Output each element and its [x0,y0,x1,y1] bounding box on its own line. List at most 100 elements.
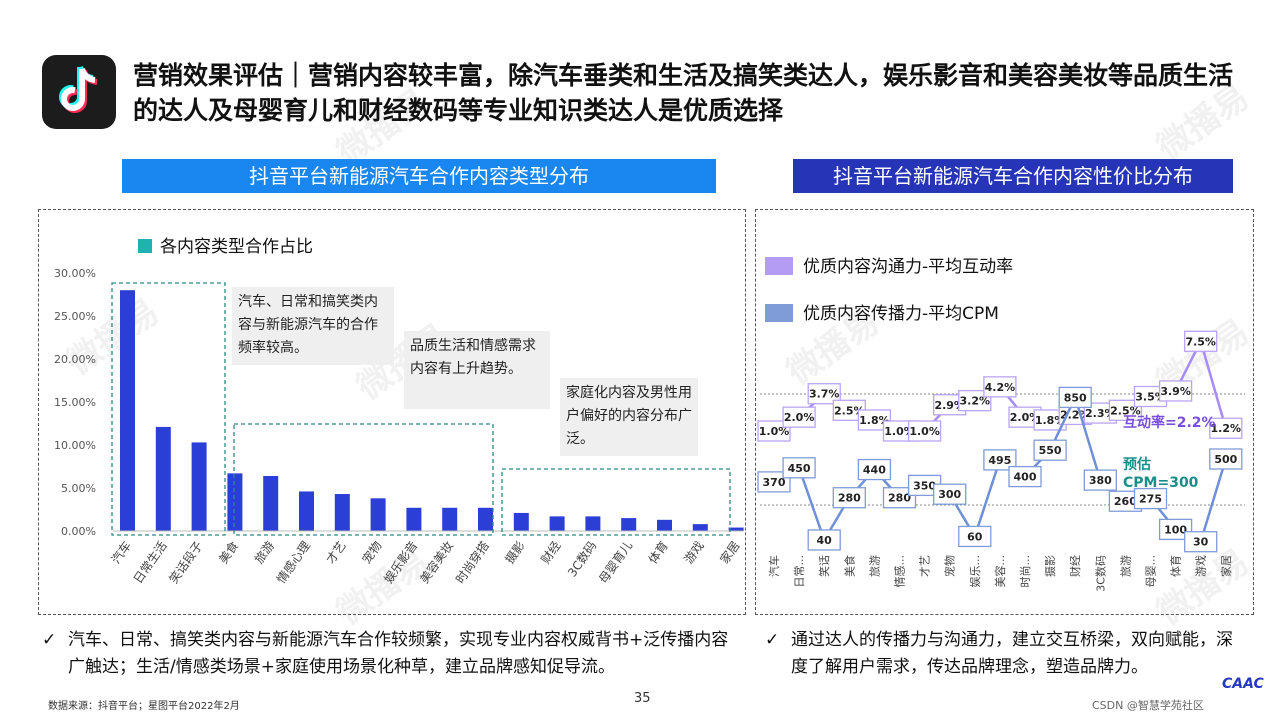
x-tick-label: 娱乐... [968,555,982,588]
right-banner: 抖音平台新能源汽车合作内容性价比分布 [793,159,1233,193]
rate-data-label: 4.2% [985,381,1016,394]
caac-logo: CAAC [1222,676,1264,692]
x-tick-label: 娱乐影音 [381,538,421,586]
rate-point [782,406,816,428]
x-tick-label: 体育 [645,538,671,566]
cpm-point [1184,531,1218,553]
data-source: 数据来源：抖音平台；星图平台2022年2月 [48,701,240,712]
y-tick-label: 5.00% [61,482,96,495]
x-tick-label: 3C数码 [1094,555,1107,592]
annotation-callout: 汽车、日常和搞笑类内容与新能源汽车的合作频率较高。 [232,287,394,365]
x-tick-label: 摄影 [1043,555,1057,577]
rate-data-label: 2.0% [1010,411,1041,424]
check-icon: ✓ [765,630,780,650]
footer-credit: CSDN @智慧学苑社区 [1092,699,1204,712]
rate-point [1158,380,1193,402]
annotation-box [233,423,494,536]
x-tick-label: 才艺 [918,555,932,577]
x-tick-label: 情感... [894,555,907,588]
line-chart: 优质内容沟通力-平均互动率 优质内容传播力-平均CPM 1.0%2.0%3.7%… [757,257,1245,592]
rate-data-label: 1.0% [884,425,915,438]
rate-data-label: 2.5% [1110,404,1141,417]
x-tick-label: 时尚... [1018,555,1032,588]
cpm-data-label: 280 [888,492,911,505]
page-title: 营销效果评估｜营销内容较丰富，除汽车垂类和生活及搞笑类达人，娱乐影音和美容美妆等… [133,61,1234,125]
bar [299,491,314,531]
x-tick-label: 体育 [1169,555,1183,577]
cpm-data-label: 440 [863,464,886,477]
left-note: ✓ 汽车、日常、搞笑类内容与新能源汽车合作较频繁，实现专业内容权威背书+泛传播内… [42,627,742,681]
rate-point [1184,330,1218,352]
cpm-data-label: 260 [1114,495,1137,508]
rate-data-label: 1.0% [909,425,940,438]
legend-swatch [138,239,152,253]
bar [621,518,637,531]
x-tick-label: 家居 [1219,555,1233,577]
rate-data-label: 3.7% [809,388,840,401]
y-tick-label: 15.00% [54,396,96,409]
rate-data-label: 2.5% [834,404,865,417]
bar [370,498,386,531]
bar [692,524,708,531]
x-tick-label: 家居 [716,538,742,566]
rate-point [1108,399,1143,421]
cpm-point [933,483,967,505]
rate-data-label: 2.9% [934,399,965,412]
rate-data-label: 1.8% [859,414,890,427]
x-tick-label: 美食 [842,555,856,577]
x-tick-label: 旅游 [252,539,277,567]
x-tick-label: 母婴... [1145,555,1158,588]
cpm-reference-label: 预估 [1123,456,1151,473]
x-tick-label: 汽车 [108,538,134,566]
bar [334,494,350,531]
legend-label: 各内容类型合作占比 [160,237,313,257]
x-tick-label: 才艺 [324,539,349,567]
x-tick-label: 美容美妆 [416,538,456,586]
rate-data-label: 7.5% [1185,335,1216,348]
cpm-data-label: 60 [967,530,983,543]
cpm-reference-value: CPM=300 [1123,475,1199,491]
cpm-data-label: 370 [763,476,786,489]
bar [585,516,601,531]
x-tick-label: 摄影 [502,538,528,566]
y-tick-label: 20.00% [54,353,96,366]
rate-data-label: 1.0% [759,425,790,438]
bar [227,473,243,531]
rate-point [907,420,942,442]
x-tick-label: 日常... [793,555,806,588]
annotation-box [111,282,226,536]
cpm-point [807,529,841,551]
cpm-point [857,458,892,481]
cpm-point [882,487,917,509]
cpm-data-label: 380 [1089,474,1112,487]
rate-point [1209,417,1243,439]
bar [513,512,529,531]
cpm-data-label: 275 [1139,493,1162,506]
x-tick-label: 日常生活 [131,539,170,586]
annotation-callout: 品质生活和情感需求内容有上升趋势。 [404,331,550,409]
left-banner: 抖音平台新能源汽车合作内容类型分布 [122,159,716,193]
bar [263,475,279,531]
cpm-point [757,471,791,493]
bar [478,507,493,531]
bar [442,507,458,531]
legend-label-rate: 优质内容沟通力-平均互动率 [803,257,1013,277]
left-note-text: 汽车、日常、搞笑类内容与新能源汽车合作较频繁，实现专业内容权威背书+泛传播内容广… [68,630,729,677]
legend-swatch-cpm [765,304,793,322]
cpm-data-label: 280 [838,492,861,505]
cpm-data-label: 500 [1214,453,1237,466]
x-tick-label: 游戏 [1195,555,1208,577]
rate-point [757,420,791,442]
cpm-point [983,449,1017,471]
cpm-data-label: 100 [1164,523,1187,536]
rate-data-label: 3.5% [1135,391,1166,404]
bar [406,507,422,531]
rate-data-label: 3.9% [1160,385,1191,398]
right-note-text: 通过达人的传播力与沟通力，建立交互桥梁，双向赋能，深度了解用户需求，传达品牌理念… [791,630,1233,677]
cpm-point [1209,448,1243,470]
bar [657,519,672,531]
rate-point [807,383,841,405]
cpm-point [782,457,816,479]
cpm-data-label: 300 [938,488,961,501]
right-panel [755,209,1254,615]
